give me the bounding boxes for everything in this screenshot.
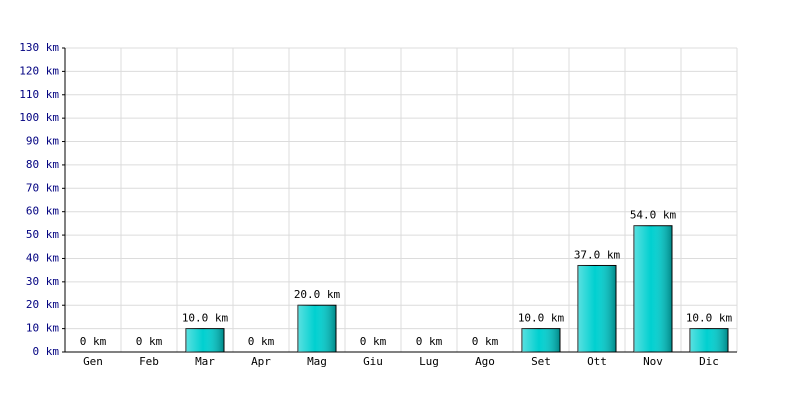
x-tick-label: Lug <box>419 355 439 368</box>
x-tick-label: Mar <box>195 355 215 368</box>
x-tick-label: Giu <box>363 355 383 368</box>
data-label: 0 km <box>80 335 107 348</box>
data-label: 10.0 km <box>182 312 229 325</box>
bar-shade <box>186 328 224 352</box>
bar-shade <box>690 328 728 352</box>
data-label: 0 km <box>472 335 499 348</box>
data-label: 10.0 km <box>518 312 565 325</box>
y-tick-label: 100 km <box>19 111 59 124</box>
y-tick-label: 20 km <box>26 298 59 311</box>
x-tick-label: Ott <box>587 355 607 368</box>
y-tick-label: 10 km <box>26 322 59 335</box>
y-tick-label: 90 km <box>26 135 59 148</box>
data-label: 20.0 km <box>294 288 341 301</box>
bar-shade <box>634 225 672 352</box>
data-label: 10.0 km <box>686 312 733 325</box>
bar-shade <box>578 265 616 352</box>
y-tick-label: 30 km <box>26 275 59 288</box>
data-label: 37.0 km <box>574 248 621 261</box>
y-tick-label: 80 km <box>26 158 59 171</box>
y-tick-label: 50 km <box>26 228 59 241</box>
bar-shade <box>522 328 560 352</box>
data-label: 0 km <box>136 335 163 348</box>
x-tick-label: Apr <box>251 355 271 368</box>
y-tick-label: 130 km <box>19 41 59 54</box>
y-tick-label: 0 km <box>33 345 60 358</box>
y-tick-label: 70 km <box>26 181 59 194</box>
y-tick-label: 110 km <box>19 88 59 101</box>
data-label: 0 km <box>416 335 443 348</box>
x-tick-label: Feb <box>139 355 159 368</box>
y-tick-label: 40 km <box>26 251 59 264</box>
data-label: 0 km <box>248 335 275 348</box>
y-tick-label: 120 km <box>19 64 59 77</box>
data-label: 0 km <box>360 335 387 348</box>
y-tick-label: 60 km <box>26 205 59 218</box>
data-label: 54.0 km <box>630 209 677 222</box>
x-tick-label: Gen <box>83 355 103 368</box>
bar-shade <box>298 305 336 352</box>
x-tick-label: Ago <box>475 355 495 368</box>
x-tick-label: Dic <box>699 355 719 368</box>
x-tick-label: Mag <box>307 355 327 368</box>
x-tick-label: Nov <box>643 355 663 368</box>
x-tick-label: Set <box>531 355 551 368</box>
